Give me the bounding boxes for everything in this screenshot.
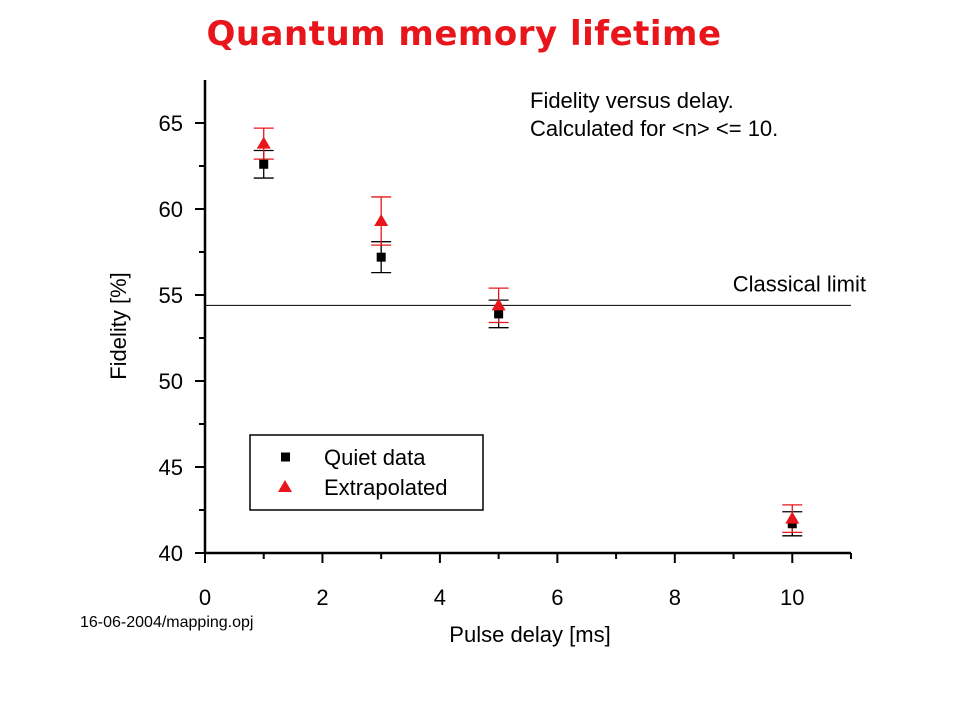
x-tick-label: 0 [199,585,211,610]
legend-marker-triangle [278,480,292,492]
legend-box [249,434,484,511]
legend-label: Extrapolated [324,475,448,500]
x-tick-label: 10 [780,585,804,610]
extrapolated-point [256,136,271,149]
y-tick-label: 50 [159,369,183,394]
chart-title: Quantum memory lifetime [206,14,722,54]
legend: Quiet data Extrapolated [249,434,484,511]
quiet-data-point [494,309,504,319]
y-tick-label: 45 [159,455,183,480]
x-tick-label: 4 [434,585,446,610]
y-tick-label: 65 [159,111,183,136]
quiet-data-point [376,252,386,262]
extrapolated-point [491,298,506,311]
quiet-data-point [259,159,269,169]
y-tick-label: 55 [159,283,183,308]
extrapolated-point [374,214,389,227]
x-tick-label: 2 [316,585,328,610]
legend-label: Quiet data [324,445,426,470]
x-axis-label: Pulse delay [ms] [449,622,610,647]
extrapolated-point [785,511,800,524]
legend-marker-square [281,452,290,462]
y-tick-label: 40 [159,541,183,566]
data-markers [256,136,800,529]
classical-limit-label: Classical limit [733,271,866,296]
classical-limit: Classical limit [205,271,866,306]
axes: 40 45 50 55 60 65 0 2 4 6 8 10 [159,80,852,610]
y-tick-label: 60 [159,197,183,222]
annotation-line-2: Calculated for <n> <= 10. [530,116,778,141]
x-tick-label: 6 [551,585,563,610]
x-tick-label: 8 [669,585,681,610]
quiet-data-point [787,519,797,529]
annotation-line-1: Fidelity versus delay. [530,88,734,113]
file-note: 16-06-2004/mapping.opj [80,614,254,631]
y-axis-label: Fidelity [%] [106,272,131,380]
